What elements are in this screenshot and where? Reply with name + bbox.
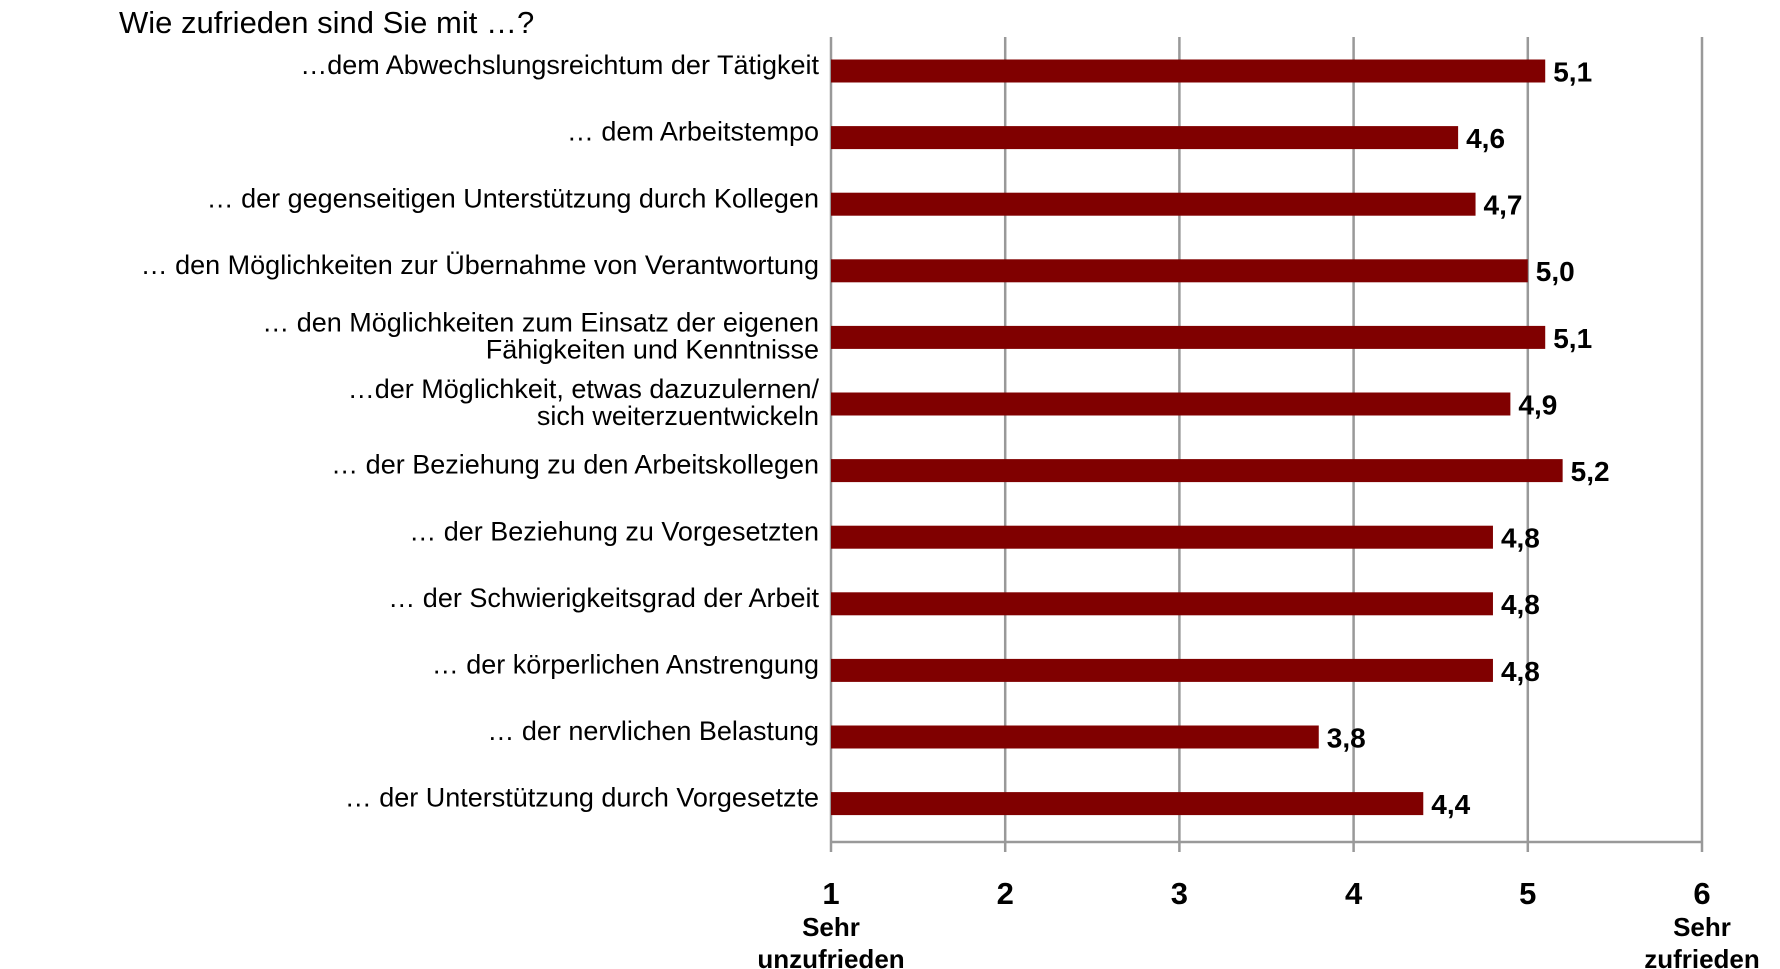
x-tick-label: 3 [1171, 876, 1188, 911]
value-label: 3,8 [1327, 722, 1366, 753]
value-label: 4,8 [1501, 523, 1540, 554]
value-label: 4,9 [1518, 389, 1557, 420]
bar [831, 459, 1563, 483]
y-tick-label: …der Möglichkeit, etwas dazuzulernen/ [348, 374, 820, 404]
x-tick-label: 1 [822, 876, 839, 911]
axis-annotation: Sehr [1673, 912, 1731, 942]
x-tick-label: 5 [1519, 876, 1536, 911]
bar [831, 725, 1319, 749]
axis-annotation: Sehr [802, 912, 860, 942]
y-tick-label: … der Unterstützung durch Vorgesetzte [345, 783, 819, 813]
y-tick-label: … dem Arbeitstempo [567, 117, 819, 147]
value-label: 5,2 [1571, 456, 1610, 487]
y-tick-label: … den Möglichkeiten zur Übernahme von Ve… [141, 250, 819, 280]
value-label: 4,6 [1466, 123, 1505, 154]
x-tick-label: 4 [1345, 876, 1363, 911]
y-tick-label: … der Schwierigkeitsgrad der Arbeit [388, 583, 819, 613]
value-label: 4,8 [1501, 656, 1540, 687]
y-tick-label: … der Beziehung zu den Arbeitskollegen [331, 450, 819, 480]
bar [831, 792, 1424, 816]
bar [831, 592, 1493, 616]
x-tick-label: 2 [997, 876, 1014, 911]
bar [831, 325, 1546, 349]
value-label: 4,4 [1431, 789, 1470, 820]
y-tick-label: … der Beziehung zu Vorgesetzten [409, 516, 819, 546]
value-label: 5,1 [1553, 323, 1592, 354]
y-tick-label: … der körperlichen Anstrengung [432, 650, 819, 680]
value-label: 4,7 [1484, 190, 1523, 221]
value-label: 4,8 [1501, 589, 1540, 620]
bar [831, 59, 1546, 83]
y-tick-label: … den Möglichkeiten zum Einsatz der eige… [262, 308, 819, 338]
x-tick-label: 6 [1693, 876, 1710, 911]
y-tick-label: … der nervlichen Belastung [487, 716, 819, 746]
y-tick-label: Fähigkeiten und Kenntnisse [486, 335, 819, 365]
bar [831, 525, 1493, 549]
bar [831, 126, 1459, 150]
axis-annotation: unzufrieden [757, 944, 904, 969]
value-label: 5,1 [1553, 56, 1592, 87]
bar [831, 658, 1493, 682]
bar [831, 192, 1476, 216]
chart-title: Wie zufrieden sind Sie mit …? [119, 5, 534, 40]
axis-annotation: zufrieden [1644, 944, 1760, 969]
y-tick-label: sich weiterzuentwickeln [537, 401, 819, 431]
value-label: 5,0 [1536, 256, 1575, 287]
bar [831, 259, 1528, 283]
y-tick-label: …dem Abwechslungsreichtum der Tätigkeit [300, 50, 819, 80]
y-tick-label: … der gegenseitigen Unterstützung durch … [207, 183, 819, 213]
bar [831, 392, 1511, 416]
